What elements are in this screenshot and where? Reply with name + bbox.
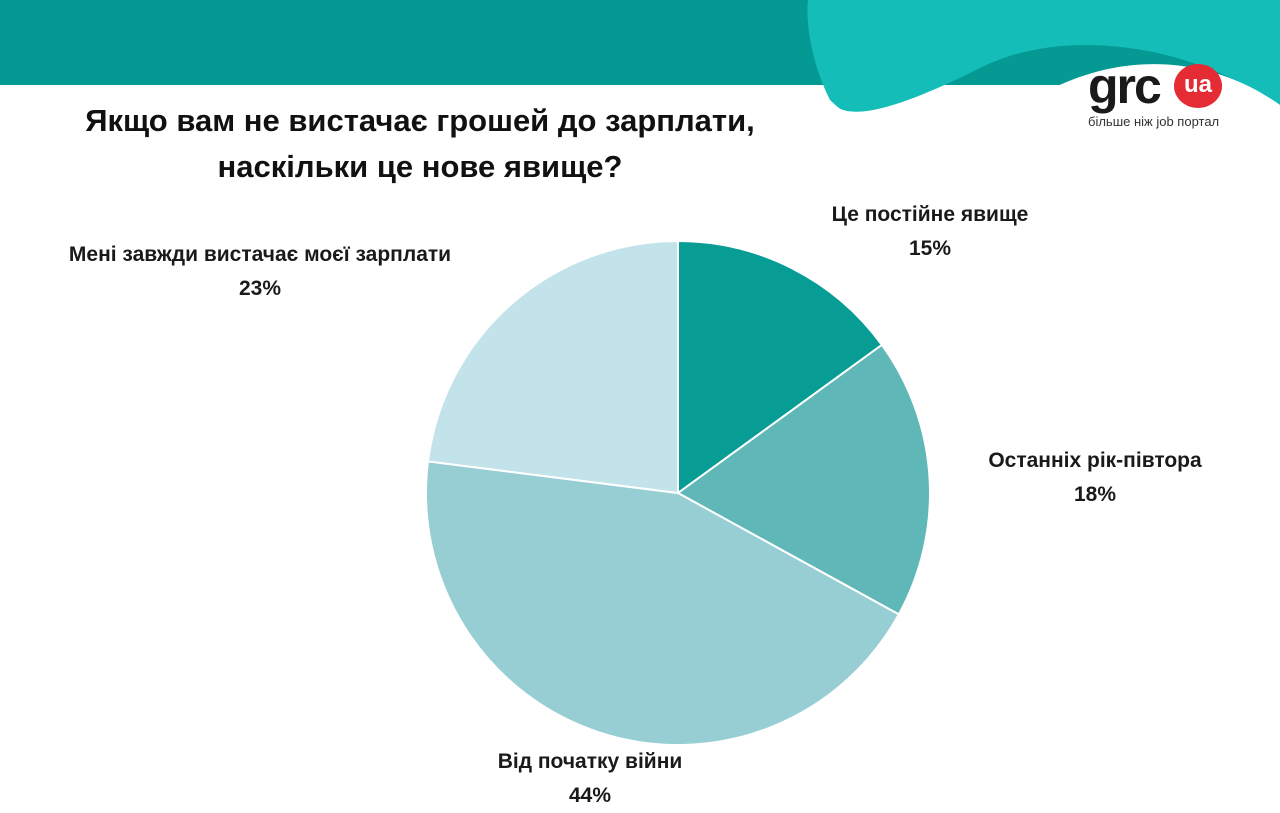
logo-tagline: більше ніж job портал — [1088, 114, 1220, 129]
header-wave-light — [807, 0, 1280, 112]
pie-slice-0 — [677, 239, 884, 495]
slice-label-0: Це постійне явище 15% — [760, 198, 1100, 266]
slice-label-2: Від початку війни 44% — [420, 745, 760, 813]
slice-label-2-name: Від початку війни — [497, 750, 683, 773]
pie-slice-1 — [676, 343, 931, 616]
title-line-1: Якщо вам не вистачає грошей до зарплати, — [85, 103, 755, 138]
slice-label-0-value: 15% — [908, 237, 952, 260]
slice-label-1: Останніх рік-півтора 18% — [920, 444, 1270, 512]
title-line-2: наскільки це нове явище? — [217, 149, 623, 184]
grc-logo: grc ua більше ніж job портал — [1088, 58, 1228, 138]
slice-label-1-value: 18% — [1073, 483, 1117, 506]
header-banner — [0, 0, 1280, 160]
slice-label-3-value: 23% — [238, 277, 282, 300]
slice-label-2-value: 44% — [568, 784, 612, 807]
slice-label-1-name: Останніх рік-півтора — [988, 449, 1202, 472]
slice-label-0-name: Це постійне явище — [831, 203, 1029, 226]
pie-slice-3 — [426, 239, 679, 495]
chart-title: Якщо вам не вистачає грошей до зарплати,… — [20, 98, 820, 190]
header-wave-white — [820, 64, 1280, 160]
pie-slice-2 — [425, 460, 901, 746]
slice-label-3: Мені завжди вистачає моєї зарплати 23% — [20, 238, 500, 306]
logo-badge: ua — [1174, 64, 1222, 108]
logo-brand: grc — [1088, 58, 1162, 114]
slice-label-3-name: Мені завжди вистачає моєї зарплати — [68, 243, 452, 266]
